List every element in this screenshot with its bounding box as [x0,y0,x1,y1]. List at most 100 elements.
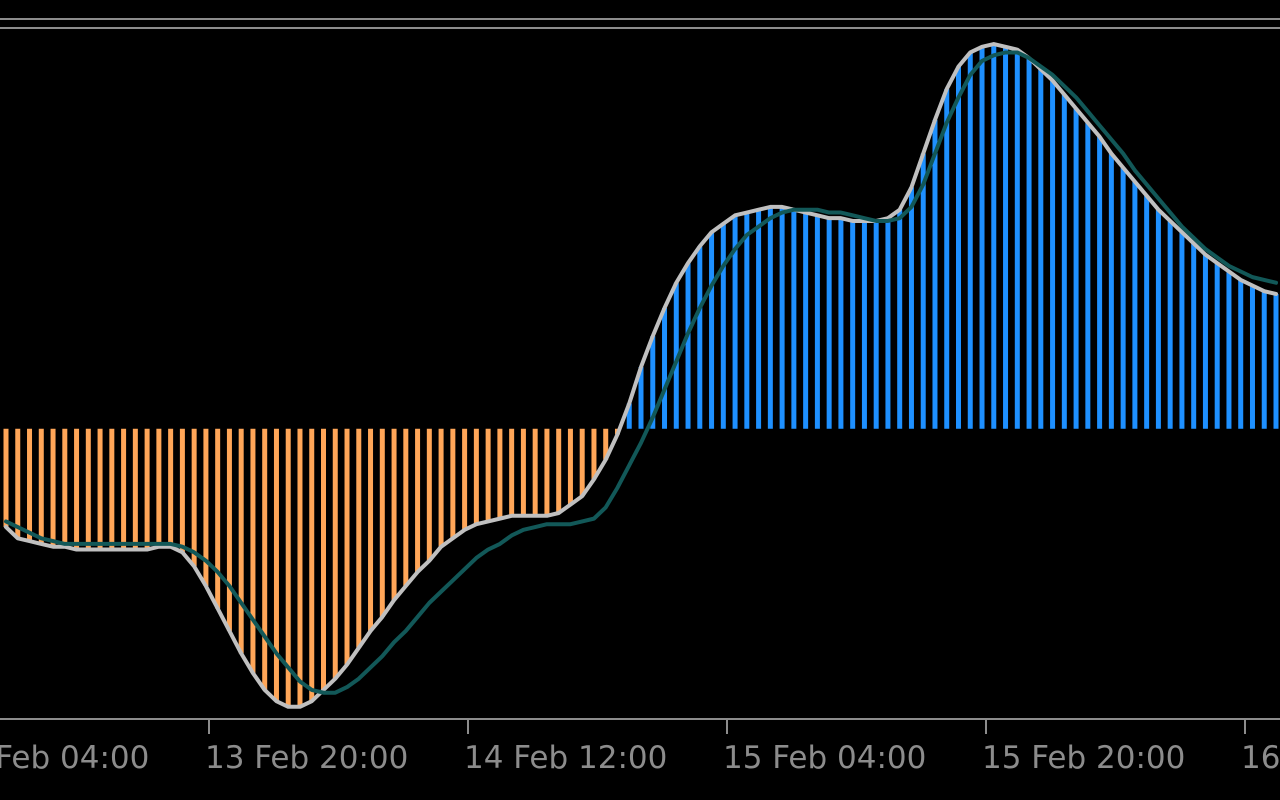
histogram-bar [356,428,362,648]
histogram-bar [626,403,632,429]
histogram-bar [1097,136,1103,429]
histogram-bar [1026,58,1032,429]
histogram-bar [497,428,503,519]
histogram-bar [344,428,350,665]
histogram-bar [850,220,856,429]
histogram-bar [332,428,338,679]
histogram-bar [1167,220,1173,429]
indicator-lines [4,42,1278,709]
chart-frame [0,18,1280,720]
histogram-bar [544,428,550,516]
histogram-bar [873,220,879,429]
histogram-bar [532,428,538,516]
histogram-bar [1202,254,1208,429]
histogram-bar [97,428,103,550]
histogram-bar [603,428,609,460]
histogram-bar [979,46,985,429]
histogram-bar [473,428,479,525]
signal-line [4,50,1278,695]
histogram-bar [1249,285,1255,429]
histogram-bar [509,428,515,516]
x-tick-label: 16 [1241,740,1280,776]
histogram-bar [203,428,209,587]
histogram-bar [520,428,526,516]
histogram-bar [132,428,138,550]
histogram-bar [861,220,867,429]
histogram-bar [1038,69,1044,429]
histogram-bar [567,428,573,505]
histogram-bar [720,223,726,429]
histogram-bar [1108,153,1114,429]
histogram-bar [485,428,491,522]
histogram-bar [956,66,961,429]
histogram-bar [1120,167,1126,429]
histogram-bar [1261,291,1267,429]
histogram-bar [309,428,315,702]
histogram-bar [814,215,820,429]
histogram-bar [62,428,68,547]
histogram-bar [38,428,44,544]
histogram-bar [1073,108,1079,429]
histogram-bar [273,428,279,702]
histogram-bar [779,206,785,429]
histogram-bar [50,428,56,547]
histogram-bar [1144,195,1150,429]
x-tick-label: 14 Feb 12:00 [464,740,667,776]
histogram-bar [709,232,715,429]
histogram-bar [591,428,597,480]
histogram-bar [638,366,644,429]
histogram-bar [908,187,914,429]
histogram-bar [85,428,91,550]
histogram-bar [662,308,668,429]
histogram-bar [932,119,938,429]
histogram-bar [462,428,468,530]
histogram-bar [156,428,162,547]
histogram-bar [1214,263,1220,429]
histogram-bar [767,206,773,429]
x-tick-label: 15 Feb 04:00 [723,740,926,776]
histogram-bar [1061,94,1067,429]
histogram-bars [3,44,1279,707]
histogram-bar [438,428,444,547]
histogram-bar [685,263,691,429]
histogram-bar [697,246,703,429]
histogram-bar [826,218,832,429]
histogram-bar [944,88,950,429]
histogram-bar [579,428,585,497]
histogram-bar [121,428,127,550]
histogram-bar [791,209,797,429]
histogram-bar [426,428,432,561]
histogram-bar [1014,49,1020,429]
histogram-bar [215,428,221,609]
histogram-bar [109,428,115,550]
histogram-bar [368,428,374,631]
histogram-bar [27,428,33,542]
histogram-bar [673,282,679,429]
histogram-bar [262,428,268,690]
histogram-bar [556,428,562,513]
histogram-bar [838,218,844,429]
x-tick-label: 13 Feb 20:00 [205,740,408,776]
histogram-bar [3,428,9,528]
histogram-bar [967,52,973,429]
histogram-bar [897,209,903,429]
histogram-bar [285,428,291,707]
histogram-bar [391,428,397,601]
x-tick-label: 12 Feb 04:00 [0,740,149,776]
histogram-bar [250,428,256,674]
histogram-bar [297,428,303,707]
histogram-bar [415,428,421,572]
histogram-bar [1226,271,1232,429]
histogram-bar [650,336,656,429]
histogram-bar [920,153,926,429]
histogram-bar [1050,80,1056,429]
histogram-bar [226,428,232,631]
histogram-bar [1191,243,1197,429]
histogram-bar [1132,181,1138,429]
histogram-bar [403,428,409,587]
histogram-bar [1003,46,1009,429]
histogram-bar [379,428,385,617]
histogram-bar [179,428,185,553]
histogram-bar [991,44,997,429]
